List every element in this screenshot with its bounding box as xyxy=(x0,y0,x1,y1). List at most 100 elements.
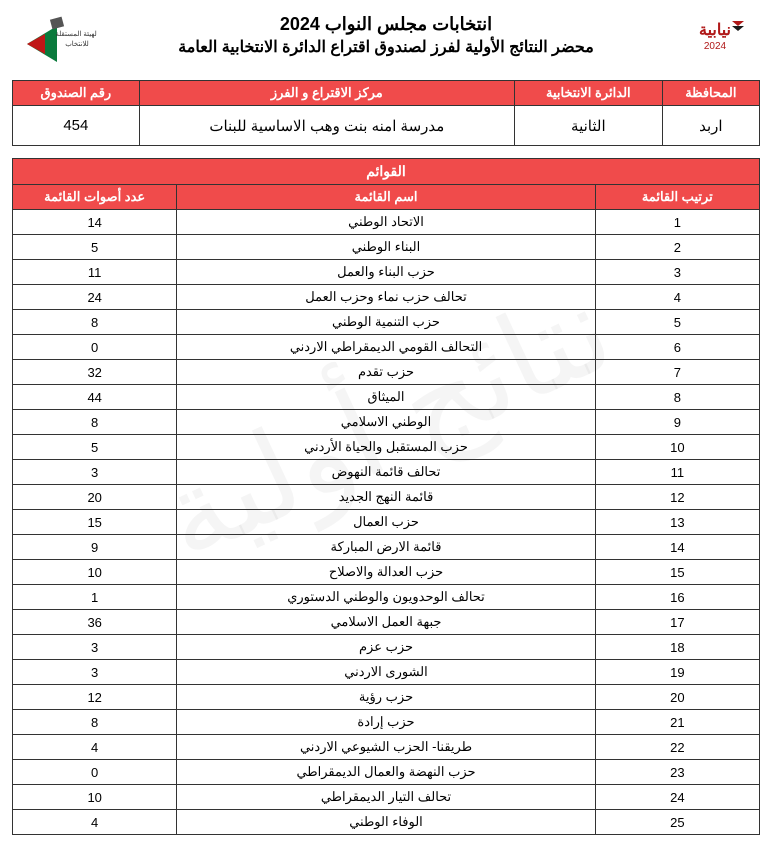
cell-name: حزب إرادة xyxy=(177,710,595,735)
cell-name: التحالف القومي الديمقراطي الاردني xyxy=(177,335,595,360)
table-row: 13حزب العمال15 xyxy=(13,510,760,535)
cell-rank: 23 xyxy=(595,760,759,785)
cell-votes: 32 xyxy=(13,360,177,385)
info-value-governorate: اربد xyxy=(662,106,759,146)
table-row: 8الميثاق44 xyxy=(13,385,760,410)
svg-text:الهيئة المستقلة: الهيئة المستقلة xyxy=(55,30,97,38)
table-row: 7حزب تقدم32 xyxy=(13,360,760,385)
cell-votes: 20 xyxy=(13,485,177,510)
cell-name: حزب عزم xyxy=(177,635,595,660)
table-row: 17جبهة العمل الاسلامي36 xyxy=(13,610,760,635)
cell-votes: 0 xyxy=(13,760,177,785)
lists-table: ترتيب القائمة اسم القائمة عدد أصوات القا… xyxy=(12,184,760,835)
table-row: 20حزب رؤية12 xyxy=(13,685,760,710)
cell-votes: 3 xyxy=(13,460,177,485)
cell-votes: 3 xyxy=(13,635,177,660)
cell-rank: 21 xyxy=(595,710,759,735)
cell-votes: 12 xyxy=(13,685,177,710)
info-header-district: الدائرة الانتخابية xyxy=(514,81,662,106)
table-row: 24تحالف التيار الديمقراطي10 xyxy=(13,785,760,810)
cell-name: حزب العمال xyxy=(177,510,595,535)
cell-votes: 9 xyxy=(13,535,177,560)
cell-name: جبهة العمل الاسلامي xyxy=(177,610,595,635)
cell-rank: 24 xyxy=(595,785,759,810)
cell-votes: 5 xyxy=(13,435,177,460)
table-row: 16تحالف الوحدويون والوطني الدستوري1 xyxy=(13,585,760,610)
lists-header-rank: ترتيب القائمة xyxy=(595,185,759,210)
cell-name: الوفاء الوطني xyxy=(177,810,595,835)
cell-rank: 17 xyxy=(595,610,759,635)
cell-votes: 5 xyxy=(13,235,177,260)
cell-votes: 0 xyxy=(13,335,177,360)
cell-votes: 10 xyxy=(13,560,177,585)
table-row: 12قائمة النهج الجديد20 xyxy=(13,485,760,510)
page-title: انتخابات مجلس النواب 2024 xyxy=(102,14,670,35)
info-header-center: مركز الاقتراع و الفرز xyxy=(139,81,514,106)
table-row: 4تحالف حزب نماء وحزب العمل24 xyxy=(13,285,760,310)
cell-rank: 25 xyxy=(595,810,759,835)
table-row: 10حزب المستقبل والحياة الأردني5 xyxy=(13,435,760,460)
cell-name: طريقنا- الحزب الشيوعي الاردني xyxy=(177,735,595,760)
cell-name: حزب التنمية الوطني xyxy=(177,310,595,335)
table-row: 23حزب النهضة والعمال الديمقراطي0 xyxy=(13,760,760,785)
table-row: 9الوطني الاسلامي8 xyxy=(13,410,760,435)
cell-rank: 6 xyxy=(595,335,759,360)
table-row: 19الشورى الاردني3 xyxy=(13,660,760,685)
svg-text:نيابية: نيابية xyxy=(699,22,731,39)
table-row: 5حزب التنمية الوطني8 xyxy=(13,310,760,335)
cell-name: تحالف التيار الديمقراطي xyxy=(177,785,595,810)
cell-votes: 15 xyxy=(13,510,177,535)
cell-votes: 8 xyxy=(13,410,177,435)
table-row: 3حزب البناء والعمل11 xyxy=(13,260,760,285)
cell-votes: 24 xyxy=(13,285,177,310)
cell-votes: 3 xyxy=(13,660,177,685)
table-row: 25الوفاء الوطني4 xyxy=(13,810,760,835)
cell-rank: 13 xyxy=(595,510,759,535)
cell-name: قائمة الارض المباركة xyxy=(177,535,595,560)
page-subtitle: محضر النتائج الأولية لفرز لصندوق اقتراع … xyxy=(102,37,670,57)
table-row: 2البناء الوطني5 xyxy=(13,235,760,260)
cell-votes: 36 xyxy=(13,610,177,635)
cell-name: حزب العدالة والاصلاح xyxy=(177,560,595,585)
info-table: المحافظة الدائرة الانتخابية مركز الاقترا… xyxy=(12,80,760,146)
lists-header-votes: عدد أصوات القائمة xyxy=(13,185,177,210)
cell-rank: 15 xyxy=(595,560,759,585)
cell-rank: 12 xyxy=(595,485,759,510)
table-row: 1الاتحاد الوطني14 xyxy=(13,210,760,235)
cell-rank: 8 xyxy=(595,385,759,410)
table-row: 14قائمة الارض المباركة9 xyxy=(13,535,760,560)
cell-name: حزب تقدم xyxy=(177,360,595,385)
cell-votes: 44 xyxy=(13,385,177,410)
cell-rank: 20 xyxy=(595,685,759,710)
cell-rank: 22 xyxy=(595,735,759,760)
cell-rank: 3 xyxy=(595,260,759,285)
table-row: 6التحالف القومي الديمقراطي الاردني0 xyxy=(13,335,760,360)
table-row: 11تحالف قائمة النهوض3 xyxy=(13,460,760,485)
table-row: 18حزب عزم3 xyxy=(13,635,760,660)
cell-votes: 1 xyxy=(13,585,177,610)
lists-title: القوائم xyxy=(12,158,760,184)
info-value-center: مدرسة امنه بنت وهب الاساسية للبنات xyxy=(139,106,514,146)
cell-name: تحالف الوحدويون والوطني الدستوري xyxy=(177,585,595,610)
cell-rank: 5 xyxy=(595,310,759,335)
cell-rank: 19 xyxy=(595,660,759,685)
cell-votes: 4 xyxy=(13,735,177,760)
cell-name: الوطني الاسلامي xyxy=(177,410,595,435)
cell-name: حزب رؤية xyxy=(177,685,595,710)
logo-iec: الهيئة المستقلة للانتخاب xyxy=(12,12,102,72)
table-row: 15حزب العدالة والاصلاح10 xyxy=(13,560,760,585)
info-header-governorate: المحافظة xyxy=(662,81,759,106)
cell-name: الميثاق xyxy=(177,385,595,410)
cell-votes: 8 xyxy=(13,310,177,335)
lists-header-name: اسم القائمة xyxy=(177,185,595,210)
cell-name: قائمة النهج الجديد xyxy=(177,485,595,510)
cell-name: حزب البناء والعمل xyxy=(177,260,595,285)
info-value-district: الثانية xyxy=(514,106,662,146)
cell-rank: 9 xyxy=(595,410,759,435)
cell-votes: 8 xyxy=(13,710,177,735)
cell-votes: 14 xyxy=(13,210,177,235)
cell-rank: 14 xyxy=(595,535,759,560)
cell-rank: 4 xyxy=(595,285,759,310)
cell-votes: 10 xyxy=(13,785,177,810)
cell-rank: 11 xyxy=(595,460,759,485)
